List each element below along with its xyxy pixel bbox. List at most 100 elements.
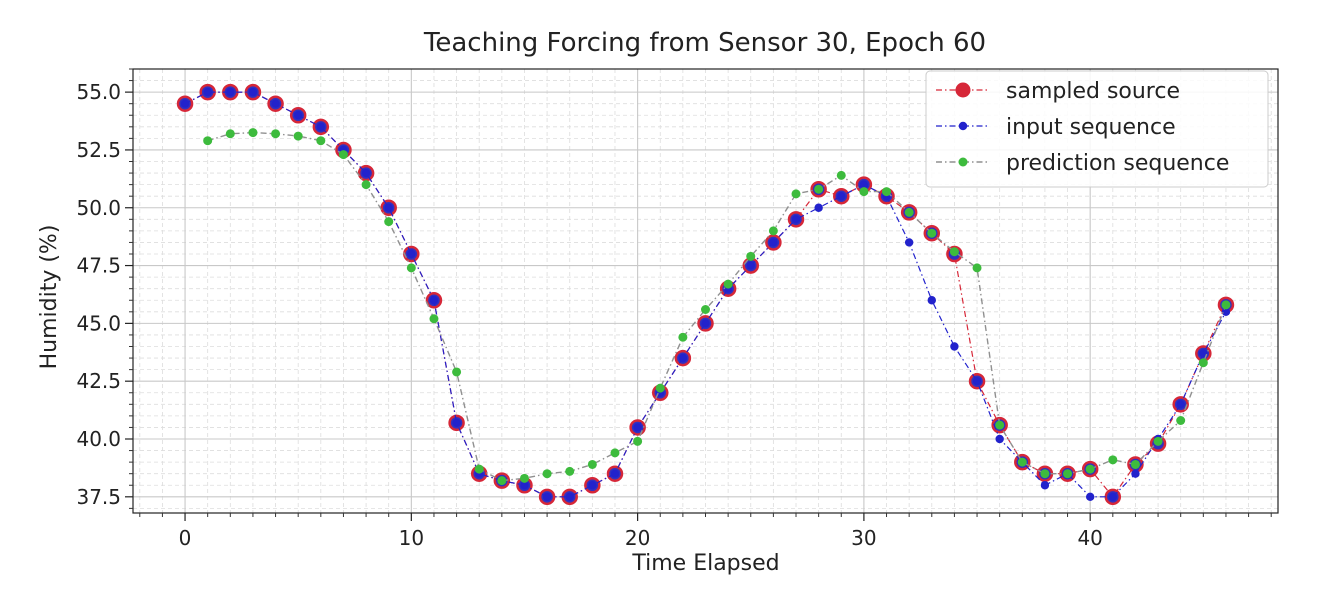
data-point	[610, 469, 620, 478]
y-tick-label: 50.0	[76, 196, 121, 220]
data-point	[293, 111, 303, 120]
data-point	[769, 238, 778, 247]
data-point	[1085, 492, 1095, 502]
x-tick-label: 30	[851, 526, 876, 550]
data-point	[384, 217, 394, 227]
legend-box	[925, 70, 1269, 188]
data-point	[904, 238, 914, 247]
data-point	[361, 168, 371, 178]
data-point	[995, 434, 1004, 444]
data-point	[1085, 464, 1095, 474]
data-point	[678, 353, 688, 363]
legend-label: prediction sequence	[1006, 151, 1229, 176]
data-point	[995, 420, 1005, 430]
data-point	[904, 207, 914, 217]
data-point	[1176, 400, 1185, 409]
legend-marker	[958, 157, 968, 167]
data-point	[452, 367, 462, 377]
data-point	[1221, 300, 1231, 310]
data-point	[406, 263, 416, 273]
data-point	[452, 418, 461, 428]
x-tick-label: 0	[179, 526, 192, 550]
data-point	[429, 314, 439, 324]
y-tick-label: 52.5	[76, 138, 121, 162]
data-point	[791, 189, 801, 199]
y-tick-label: 40.0	[76, 427, 121, 451]
legend-label: input sequence	[1006, 115, 1176, 140]
data-point	[837, 191, 846, 201]
data-point	[814, 203, 823, 212]
data-point	[203, 87, 212, 97]
data-point	[565, 466, 575, 476]
data-point	[1198, 358, 1208, 368]
x-axis-title: Time Elapsed	[631, 551, 779, 576]
legend-item: input sequence	[936, 115, 1176, 140]
data-point	[248, 87, 258, 97]
data-point	[633, 423, 642, 432]
data-point	[1131, 469, 1140, 478]
series-prediction-sequence	[203, 128, 1231, 486]
x-tick-label: 20	[625, 526, 650, 550]
y-tick-label: 42.5	[76, 369, 121, 393]
data-point	[1130, 459, 1140, 469]
legend-marker	[958, 121, 968, 131]
data-point	[474, 464, 484, 474]
data-point	[1017, 457, 1027, 467]
data-point	[678, 332, 688, 342]
data-point	[746, 261, 755, 270]
legend: sampled source input sequence prediction s…	[925, 70, 1269, 188]
data-point	[588, 481, 597, 490]
data-point	[519, 473, 529, 483]
y-tick-label: 45.0	[76, 311, 121, 335]
data-point	[655, 383, 665, 393]
data-point	[1040, 481, 1050, 490]
data-point	[542, 492, 552, 502]
data-point	[859, 180, 869, 189]
data-point	[384, 203, 393, 212]
data-point	[1153, 436, 1163, 446]
data-point	[633, 436, 643, 446]
legend-marker	[955, 82, 971, 98]
data-point	[1108, 455, 1118, 465]
x-tick-label: 10	[399, 526, 424, 550]
data-point	[972, 376, 982, 386]
y-tick-label: 47.5	[76, 254, 121, 278]
data-point	[701, 305, 710, 314]
data-point	[316, 122, 326, 132]
data-point	[949, 247, 959, 257]
data-point	[565, 492, 574, 502]
data-point	[768, 226, 778, 236]
data-point	[927, 228, 937, 238]
legend-item: prediction sequence	[936, 151, 1229, 176]
data-point	[429, 296, 439, 305]
data-point	[361, 180, 371, 190]
data-point	[587, 459, 597, 469]
axis-ticks: 0 10 20 30 40 37.5 40.0 42.5 45.0 47.5 50.0 52.5 55.…	[76, 68, 1272, 550]
series-line	[207, 131, 1227, 482]
data-point	[293, 131, 303, 141]
data-point	[882, 187, 892, 197]
data-point	[927, 296, 936, 305]
data-point	[791, 215, 801, 224]
data-point	[836, 170, 846, 180]
data-point	[1040, 469, 1050, 479]
y-tick-label: 37.5	[76, 485, 121, 509]
x-tick-label: 40	[1077, 526, 1102, 550]
data-point	[1176, 416, 1186, 425]
data-point	[1221, 307, 1231, 317]
data-point	[497, 476, 507, 486]
data-point	[226, 87, 235, 97]
data-point	[814, 184, 824, 194]
data-point	[542, 469, 552, 479]
data-point	[180, 99, 190, 108]
data-point	[271, 99, 280, 108]
y-tick-label: 55.0	[76, 80, 121, 104]
data-point	[859, 187, 869, 197]
data-point	[338, 150, 348, 160]
data-point	[203, 136, 213, 146]
data-point	[610, 448, 620, 458]
series-layer	[176, 83, 1235, 506]
data-point	[316, 136, 326, 146]
data-point	[271, 129, 281, 139]
